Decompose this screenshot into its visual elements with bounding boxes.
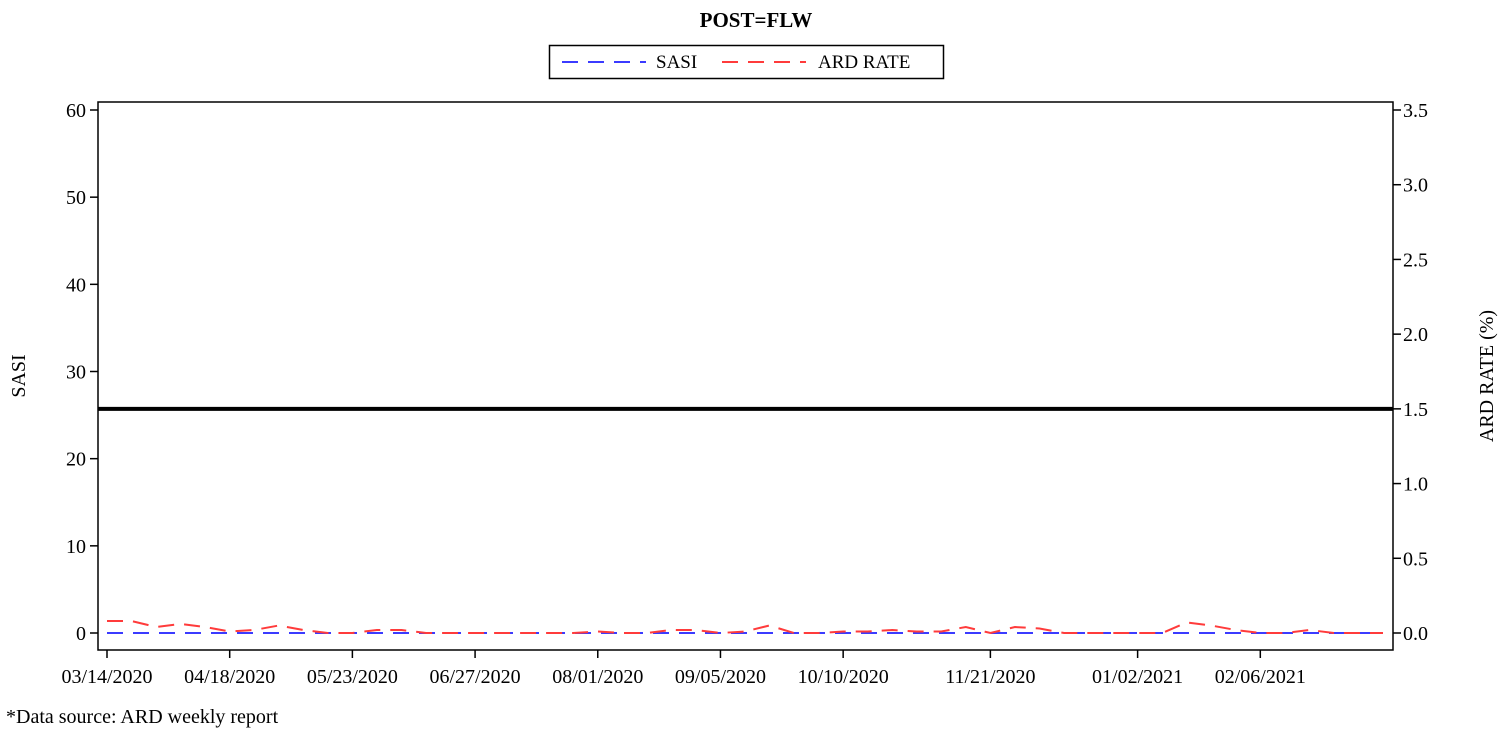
x-tick-label: 06/27/2020 <box>430 666 521 688</box>
y-tick-label: 40 <box>66 274 86 296</box>
series-line-ard-rate <box>107 620 1383 635</box>
y-axis-left: 0 10 20 30 40 50 60 <box>66 100 98 645</box>
y2-tick-label: 2.5 <box>1403 249 1428 271</box>
x-tick-label: 10/10/2020 <box>798 666 889 688</box>
y-axis-label: SASI <box>8 354 30 397</box>
plot-frame <box>97 101 1394 651</box>
y2-tick-label: 3.5 <box>1403 100 1428 122</box>
plot-lines <box>107 620 1383 635</box>
x-tick-label: 08/01/2020 <box>552 666 643 688</box>
x-tick-label: 03/14/2020 <box>61 666 152 688</box>
y2-tick-label: 3.0 <box>1403 175 1428 197</box>
y2-axis-label: ARD RATE (%) <box>1476 310 1498 442</box>
y-axis-right: 0.0 0.5 1.0 1.5 2.0 2.5 3.0 3.5 <box>1393 100 1428 645</box>
y2-tick-label: 0.5 <box>1403 548 1428 570</box>
x-tick-label: 04/18/2020 <box>184 666 275 688</box>
x-tick-label: 09/05/2020 <box>675 666 766 688</box>
x-tick-label: 11/21/2020 <box>945 666 1035 688</box>
y2-tick-label: 1.0 <box>1403 474 1428 496</box>
y2-tick-label: 1.5 <box>1403 399 1428 421</box>
y-tick-label: 60 <box>66 100 86 122</box>
y-tick-label: 10 <box>66 536 86 558</box>
x-axis: 03/14/2020 04/18/2020 05/23/2020 06/27/2020… <box>61 650 1306 688</box>
chart-title: POST=FLW <box>700 8 813 32</box>
legend-label-sasi: SASI <box>656 52 697 73</box>
x-tick-label: 02/06/2021 <box>1215 666 1306 688</box>
y2-tick-label: 2.0 <box>1403 324 1428 346</box>
legend-label-ard-rate: ARD RATE <box>818 52 910 73</box>
y-tick-label: 30 <box>66 362 86 384</box>
y-tick-label: 20 <box>66 449 86 471</box>
y2-tick-label: 0.0 <box>1403 623 1428 645</box>
x-tick-label: 01/02/2021 <box>1092 666 1183 688</box>
x-tick-label: 05/23/2020 <box>307 666 398 688</box>
footnote: *Data source: ARD weekly report <box>6 706 279 728</box>
y-tick-label: 50 <box>66 187 86 209</box>
y-tick-label: 0 <box>76 623 86 645</box>
legend: SASI ARD RATE <box>548 44 945 80</box>
